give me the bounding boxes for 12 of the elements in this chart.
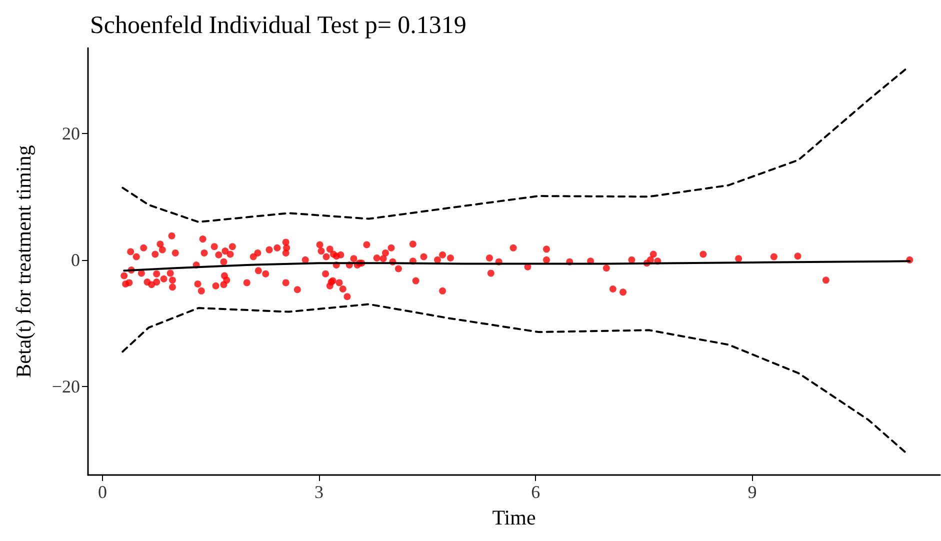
y-tick-label: 0	[71, 250, 80, 270]
x-tick-label: 6	[531, 482, 540, 502]
x-tick-label: 0	[98, 482, 107, 502]
x-tick-label: 3	[314, 482, 324, 502]
y-axis-title: Beta(t) for treatment timing	[12, 144, 36, 378]
line-series	[122, 303, 908, 454]
x-tick-label: 9	[748, 482, 757, 502]
y-tick-label: 20	[62, 123, 80, 144]
x-axis-title: Time	[492, 506, 536, 530]
y-tick-label: −20	[52, 376, 80, 396]
chart-title: Schoenfeld Individual Test p= 0.1319	[90, 12, 466, 39]
line-series	[122, 68, 908, 223]
